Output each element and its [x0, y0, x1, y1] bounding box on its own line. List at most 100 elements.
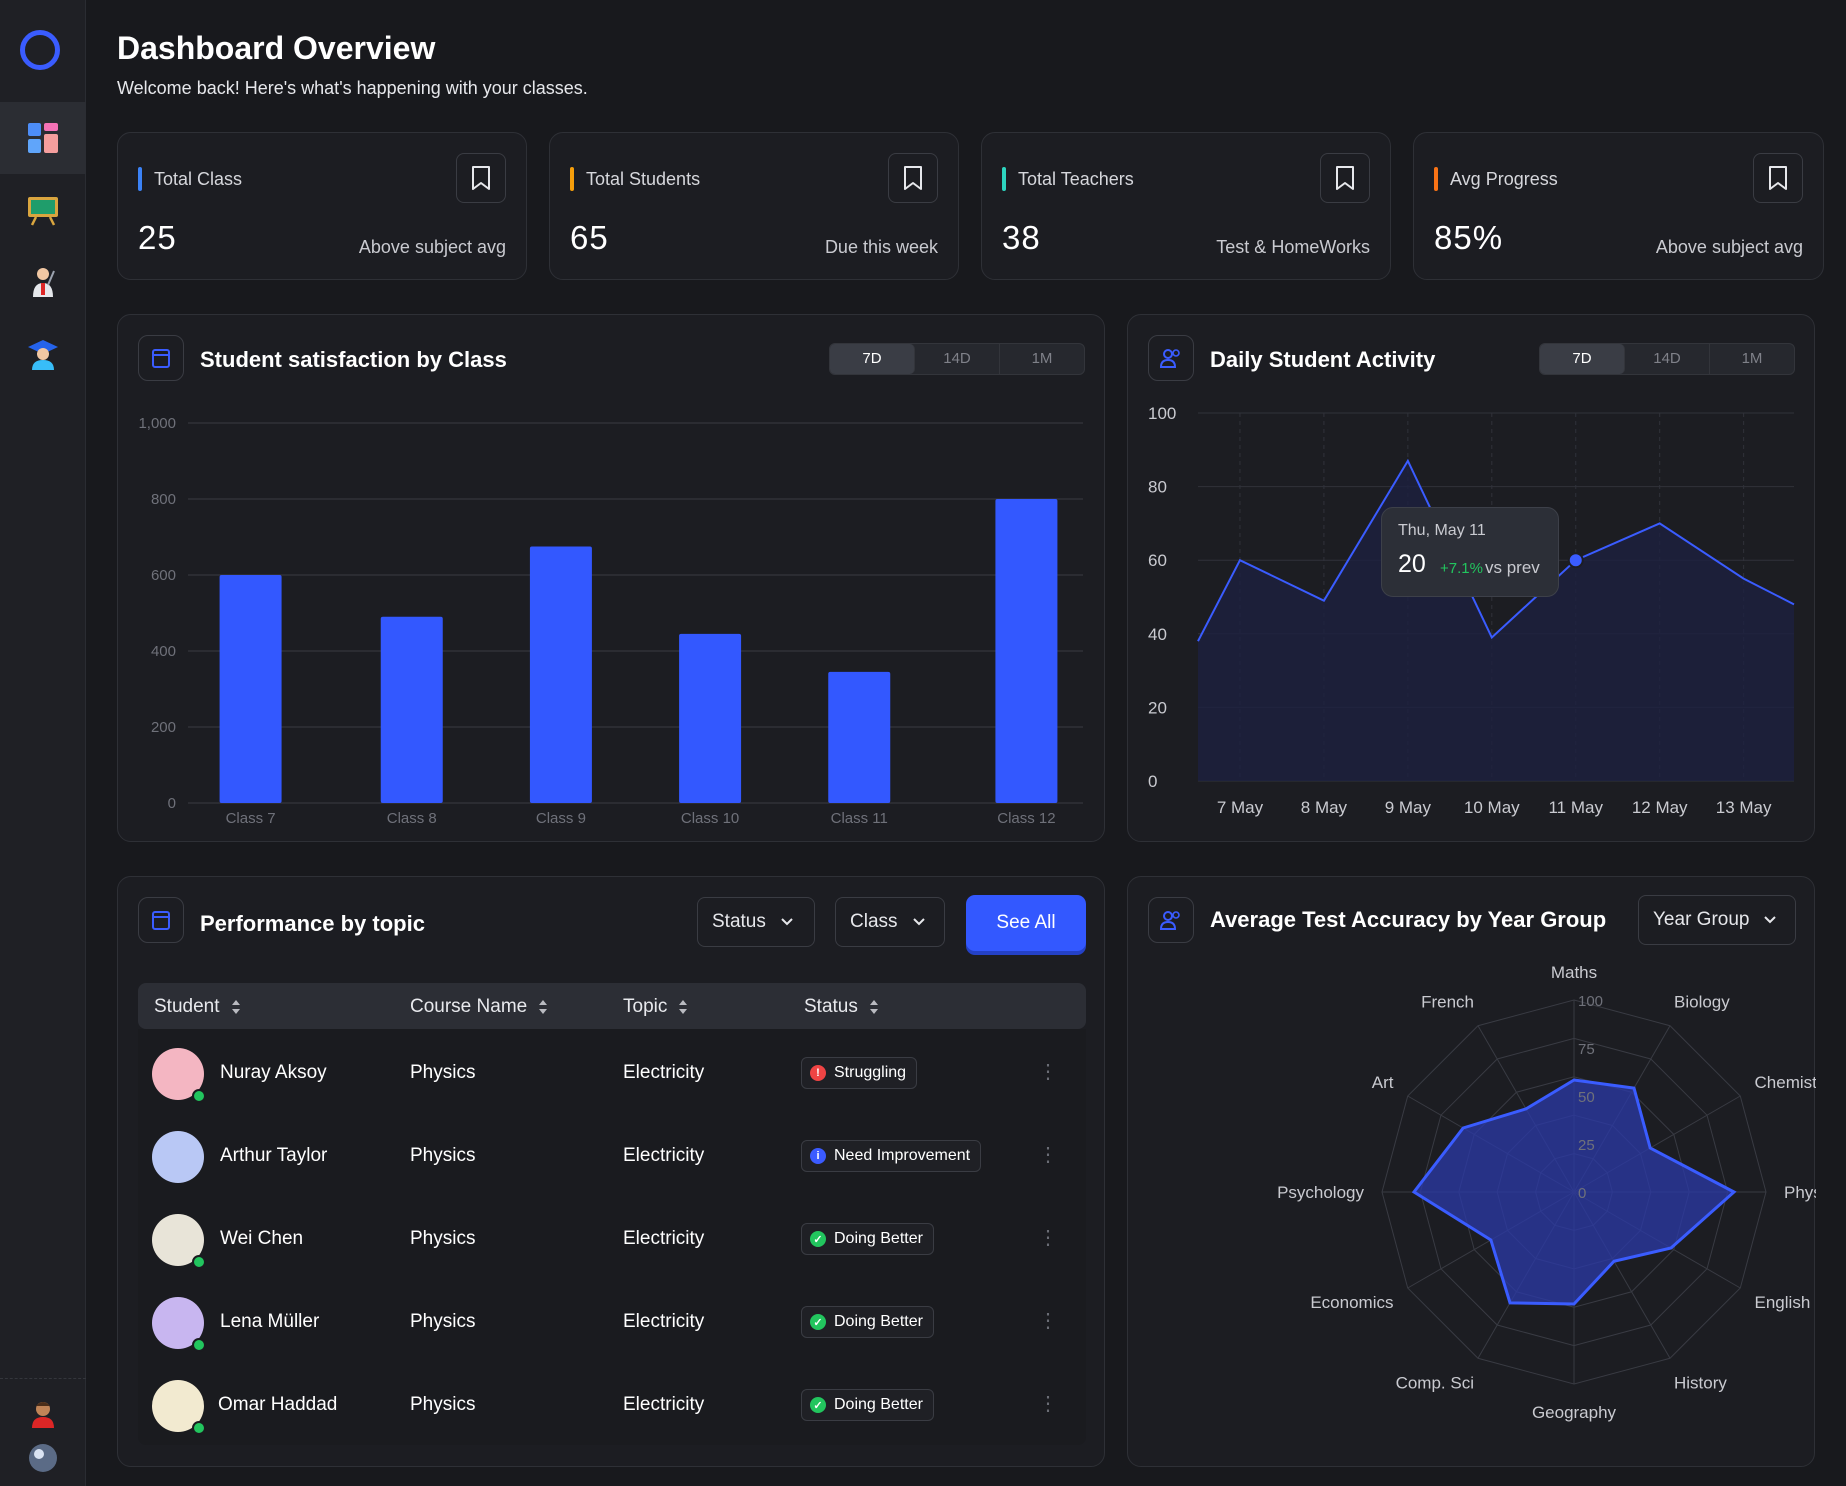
column-course[interactable]: Course Name: [410, 996, 549, 1018]
chevron-down-icon: [781, 918, 793, 926]
nav-teachers[interactable]: [0, 246, 86, 318]
row-menu-button[interactable]: ⋮: [1038, 1310, 1058, 1332]
axis-label: Physics: [1784, 1183, 1816, 1202]
row-menu-button[interactable]: ⋮: [1038, 1393, 1058, 1415]
axis-label: Maths: [1551, 963, 1597, 982]
class-filter[interactable]: Class: [835, 897, 945, 947]
axis-label: Comp. Sci: [1396, 1374, 1474, 1393]
column-status[interactable]: Status: [804, 996, 880, 1018]
row-menu-button[interactable]: ⋮: [1038, 1144, 1058, 1166]
performance-panel: Performance by topic Status Class See Al…: [117, 876, 1105, 1467]
main-content: Dashboard Overview Welcome back! Here's …: [86, 0, 1846, 1486]
bookmark-button[interactable]: [888, 153, 938, 203]
satisfaction-bar-chart: 0 200 400 600 800 1,000 Class 7 Class 8 Class 9 C…: [138, 415, 1083, 827]
table-row[interactable]: Omar Haddad Physics Electricity ✓ Doing B…: [138, 1361, 1086, 1444]
status-filter[interactable]: Status: [697, 897, 815, 947]
axis-label: English: [1755, 1293, 1811, 1312]
graduate-icon: [28, 340, 58, 370]
status-label: Struggling: [834, 1064, 907, 1081]
nav-students[interactable]: [0, 318, 86, 390]
table-row[interactable]: Wei Chen Physics Electricity ✓ Doing Bett…: [138, 1195, 1086, 1278]
table-row[interactable]: Arthur Taylor Physics Electricity i Need …: [138, 1112, 1086, 1195]
range-1m[interactable]: 1M: [1031, 350, 1053, 367]
y-tick-label: 40: [1148, 625, 1167, 644]
chevron-down-icon: [912, 918, 925, 926]
sort-icon: [869, 1000, 878, 1014]
sort-icon: [231, 1000, 240, 1014]
area-fill: [1198, 460, 1794, 781]
stat-label: Total Teachers: [1018, 169, 1134, 189]
bar: [679, 633, 742, 803]
x-tick-label: 12 May: [1632, 798, 1688, 817]
sidebar: [0, 0, 86, 1486]
page-subtitle: Welcome back! Here's what's happening wi…: [117, 78, 588, 98]
y-tick-label: 600: [151, 567, 176, 584]
range-14d[interactable]: 14D: [915, 344, 1000, 374]
row-menu-button[interactable]: ⋮: [1038, 1227, 1058, 1249]
series-line: [1197, 458, 1795, 642]
stat-card-avg-progress: Avg Progress 85% Above subject avg: [1413, 132, 1824, 280]
bookmark-icon: [1336, 166, 1354, 190]
range-7d[interactable]: 7D: [830, 344, 915, 374]
x-tick-label: 11 May: [1548, 798, 1603, 817]
online-indicator: [192, 1338, 206, 1352]
column-topic[interactable]: Topic: [623, 996, 689, 1018]
bar: [219, 575, 282, 803]
y-tick-label: 400: [151, 643, 176, 660]
status-badge: ✓ Doing Better: [801, 1306, 934, 1338]
topic-name: Electricity: [623, 1062, 705, 1083]
axis-label: Art: [1372, 1073, 1394, 1092]
stat-label: Total Class: [154, 169, 243, 189]
bookmark-button[interactable]: [1320, 153, 1370, 203]
axis-label: Geography: [1532, 1403, 1617, 1422]
user-avatar[interactable]: [0, 1378, 86, 1448]
range-1m[interactable]: 1M: [1741, 350, 1763, 367]
stat-note: Due this week: [824, 237, 938, 257]
app-logo[interactable]: [20, 30, 60, 70]
bookmark-button[interactable]: [456, 153, 506, 203]
stat-label: Total Students: [586, 169, 701, 189]
stat-accent: [138, 167, 142, 191]
y-tick-label: 100: [1148, 404, 1176, 423]
table-row[interactable]: Lena Müller Physics Electricity ✓ Doing B…: [138, 1278, 1086, 1361]
x-tick-label: 10 May: [1464, 798, 1520, 817]
stat-value: 85%: [1434, 219, 1504, 256]
topic-name: Electricity: [623, 1145, 705, 1166]
table-row[interactable]: Nuray Aksoy Physics Electricity ! Struggl…: [138, 1029, 1086, 1112]
row-menu-button[interactable]: ⋮: [1038, 1061, 1058, 1083]
y-tick-label: 20: [1148, 698, 1167, 717]
avatar: [152, 1131, 204, 1183]
alert-icon: !: [810, 1065, 826, 1081]
online-indicator: [192, 1089, 206, 1103]
see-all-button[interactable]: See All: [966, 895, 1086, 951]
axis-label: Biology: [1674, 992, 1730, 1011]
bookmark-icon: [472, 166, 490, 190]
year-group-dropdown[interactable]: Year Group: [1638, 895, 1796, 945]
check-icon: ✓: [810, 1231, 826, 1247]
highlight-point: [1567, 552, 1584, 569]
column-student[interactable]: Student: [154, 996, 242, 1018]
online-indicator: [192, 1421, 206, 1435]
bar: [529, 546, 592, 803]
bookmark-button[interactable]: [1753, 153, 1803, 203]
x-tick-label: 7 May: [1217, 798, 1264, 817]
users-icon: [1159, 911, 1180, 930]
course-name: Physics: [410, 1145, 476, 1166]
student-name: Arthur Taylor: [220, 1145, 328, 1166]
nav-dashboard[interactable]: [0, 102, 86, 174]
topic-name: Electricity: [623, 1228, 705, 1249]
info-icon: i: [810, 1148, 826, 1164]
range-7d[interactable]: 7D: [1540, 344, 1625, 374]
radar-series: [1411, 1078, 1737, 1306]
status-badge: ✓ Doing Better: [801, 1223, 934, 1255]
range-14d[interactable]: 14D: [1625, 344, 1710, 374]
settings-avatar[interactable]: [0, 1430, 86, 1486]
status-label: Doing Better: [834, 1230, 923, 1247]
y-tick-label: 60: [1148, 551, 1167, 570]
nav-classes[interactable]: [0, 174, 86, 246]
check-icon: ✓: [810, 1314, 826, 1330]
course-name: Physics: [410, 1062, 476, 1083]
student-name: Lena Müller: [220, 1311, 320, 1332]
status-label: Need Improvement: [834, 1147, 971, 1164]
stat-accent: [1002, 167, 1006, 191]
